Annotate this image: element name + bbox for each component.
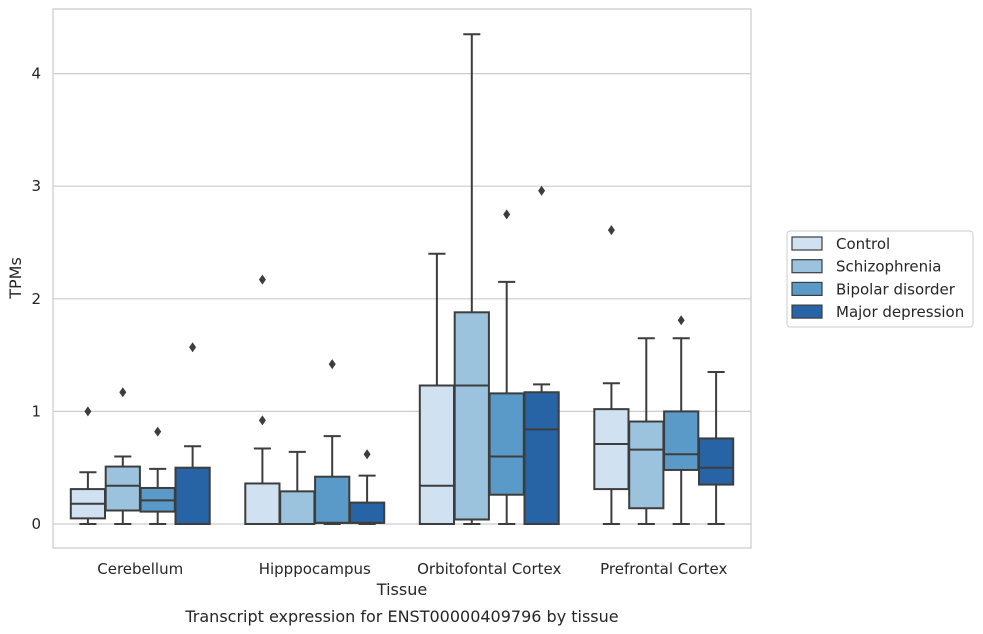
box — [279, 490, 316, 526]
outlier-point — [607, 225, 615, 236]
outlier-point — [328, 359, 336, 370]
outlier-point — [677, 315, 685, 326]
box-group — [244, 274, 281, 525]
box-group — [628, 337, 665, 525]
legend-swatch — [791, 304, 823, 319]
box-group — [348, 449, 386, 525]
legend-swatch — [791, 259, 823, 274]
x-axis-ticks: Cerebellum Hipppocampus Orbitofontal Corte… — [97, 560, 727, 578]
box — [593, 408, 630, 491]
outlier-point — [538, 185, 546, 196]
legend-label: Control — [836, 235, 890, 253]
y-axis-ticks: 0 1 2 3 4 — [31, 65, 41, 533]
outlier-point — [258, 274, 266, 285]
legend-label: Major depression — [836, 303, 964, 321]
box-group — [593, 225, 630, 525]
box-group — [139, 426, 176, 525]
x-tick-label: Cerebellum — [97, 560, 183, 578]
outlier-point — [189, 342, 197, 353]
outlier-point — [84, 406, 92, 417]
x-axis-label: Tissue — [376, 580, 427, 599]
y-tick-label: 2 — [31, 290, 41, 308]
box-group — [279, 450, 316, 526]
legend: Control Schizophrenia Bipolar disorder Majo… — [786, 230, 974, 328]
box-group — [314, 359, 351, 525]
y-tick-label: 3 — [31, 177, 41, 195]
x-tick-label: Hipppocampus — [259, 560, 371, 578]
box-group — [697, 370, 735, 525]
x-tick-label: Orbitofontal Cortex — [417, 560, 561, 578]
legend-swatch — [791, 281, 823, 296]
box — [104, 465, 141, 512]
box — [244, 482, 281, 525]
box — [174, 466, 211, 526]
plot-frame — [52, 8, 752, 549]
box-group — [523, 185, 560, 525]
box — [628, 420, 665, 510]
box-group — [488, 209, 525, 525]
box-group — [174, 342, 211, 526]
box-group — [453, 33, 490, 525]
y-tick-label: 4 — [31, 65, 41, 83]
box-group — [663, 315, 700, 525]
y-tick-label: 1 — [31, 402, 41, 420]
box — [418, 384, 456, 526]
legend-swatch — [791, 236, 823, 251]
legend-label: Schizophrenia — [836, 258, 941, 276]
box — [697, 437, 735, 486]
chart-caption: Transcript expression for ENST0000040979… — [184, 607, 618, 626]
y-tick-label: 0 — [31, 515, 41, 533]
box — [488, 392, 525, 496]
box-plot-area — [69, 33, 735, 526]
box — [314, 475, 351, 524]
outlier-point — [154, 426, 162, 437]
box — [523, 391, 560, 525]
y-axis-label: TPMs — [6, 257, 25, 300]
box-group — [69, 406, 107, 525]
box-group — [104, 387, 141, 525]
outlier-point — [119, 387, 127, 398]
box — [348, 501, 386, 524]
outlier-point — [258, 415, 266, 426]
gridlines — [53, 72, 751, 525]
box-group — [418, 252, 456, 526]
legend-label: Bipolar disorder — [836, 280, 956, 298]
x-tick-label: Prefrontal Cortex — [600, 560, 727, 578]
box — [453, 311, 490, 521]
legend-frame — [786, 230, 974, 328]
outlier-point — [363, 449, 371, 460]
outlier-point — [503, 209, 511, 220]
box — [663, 410, 700, 471]
